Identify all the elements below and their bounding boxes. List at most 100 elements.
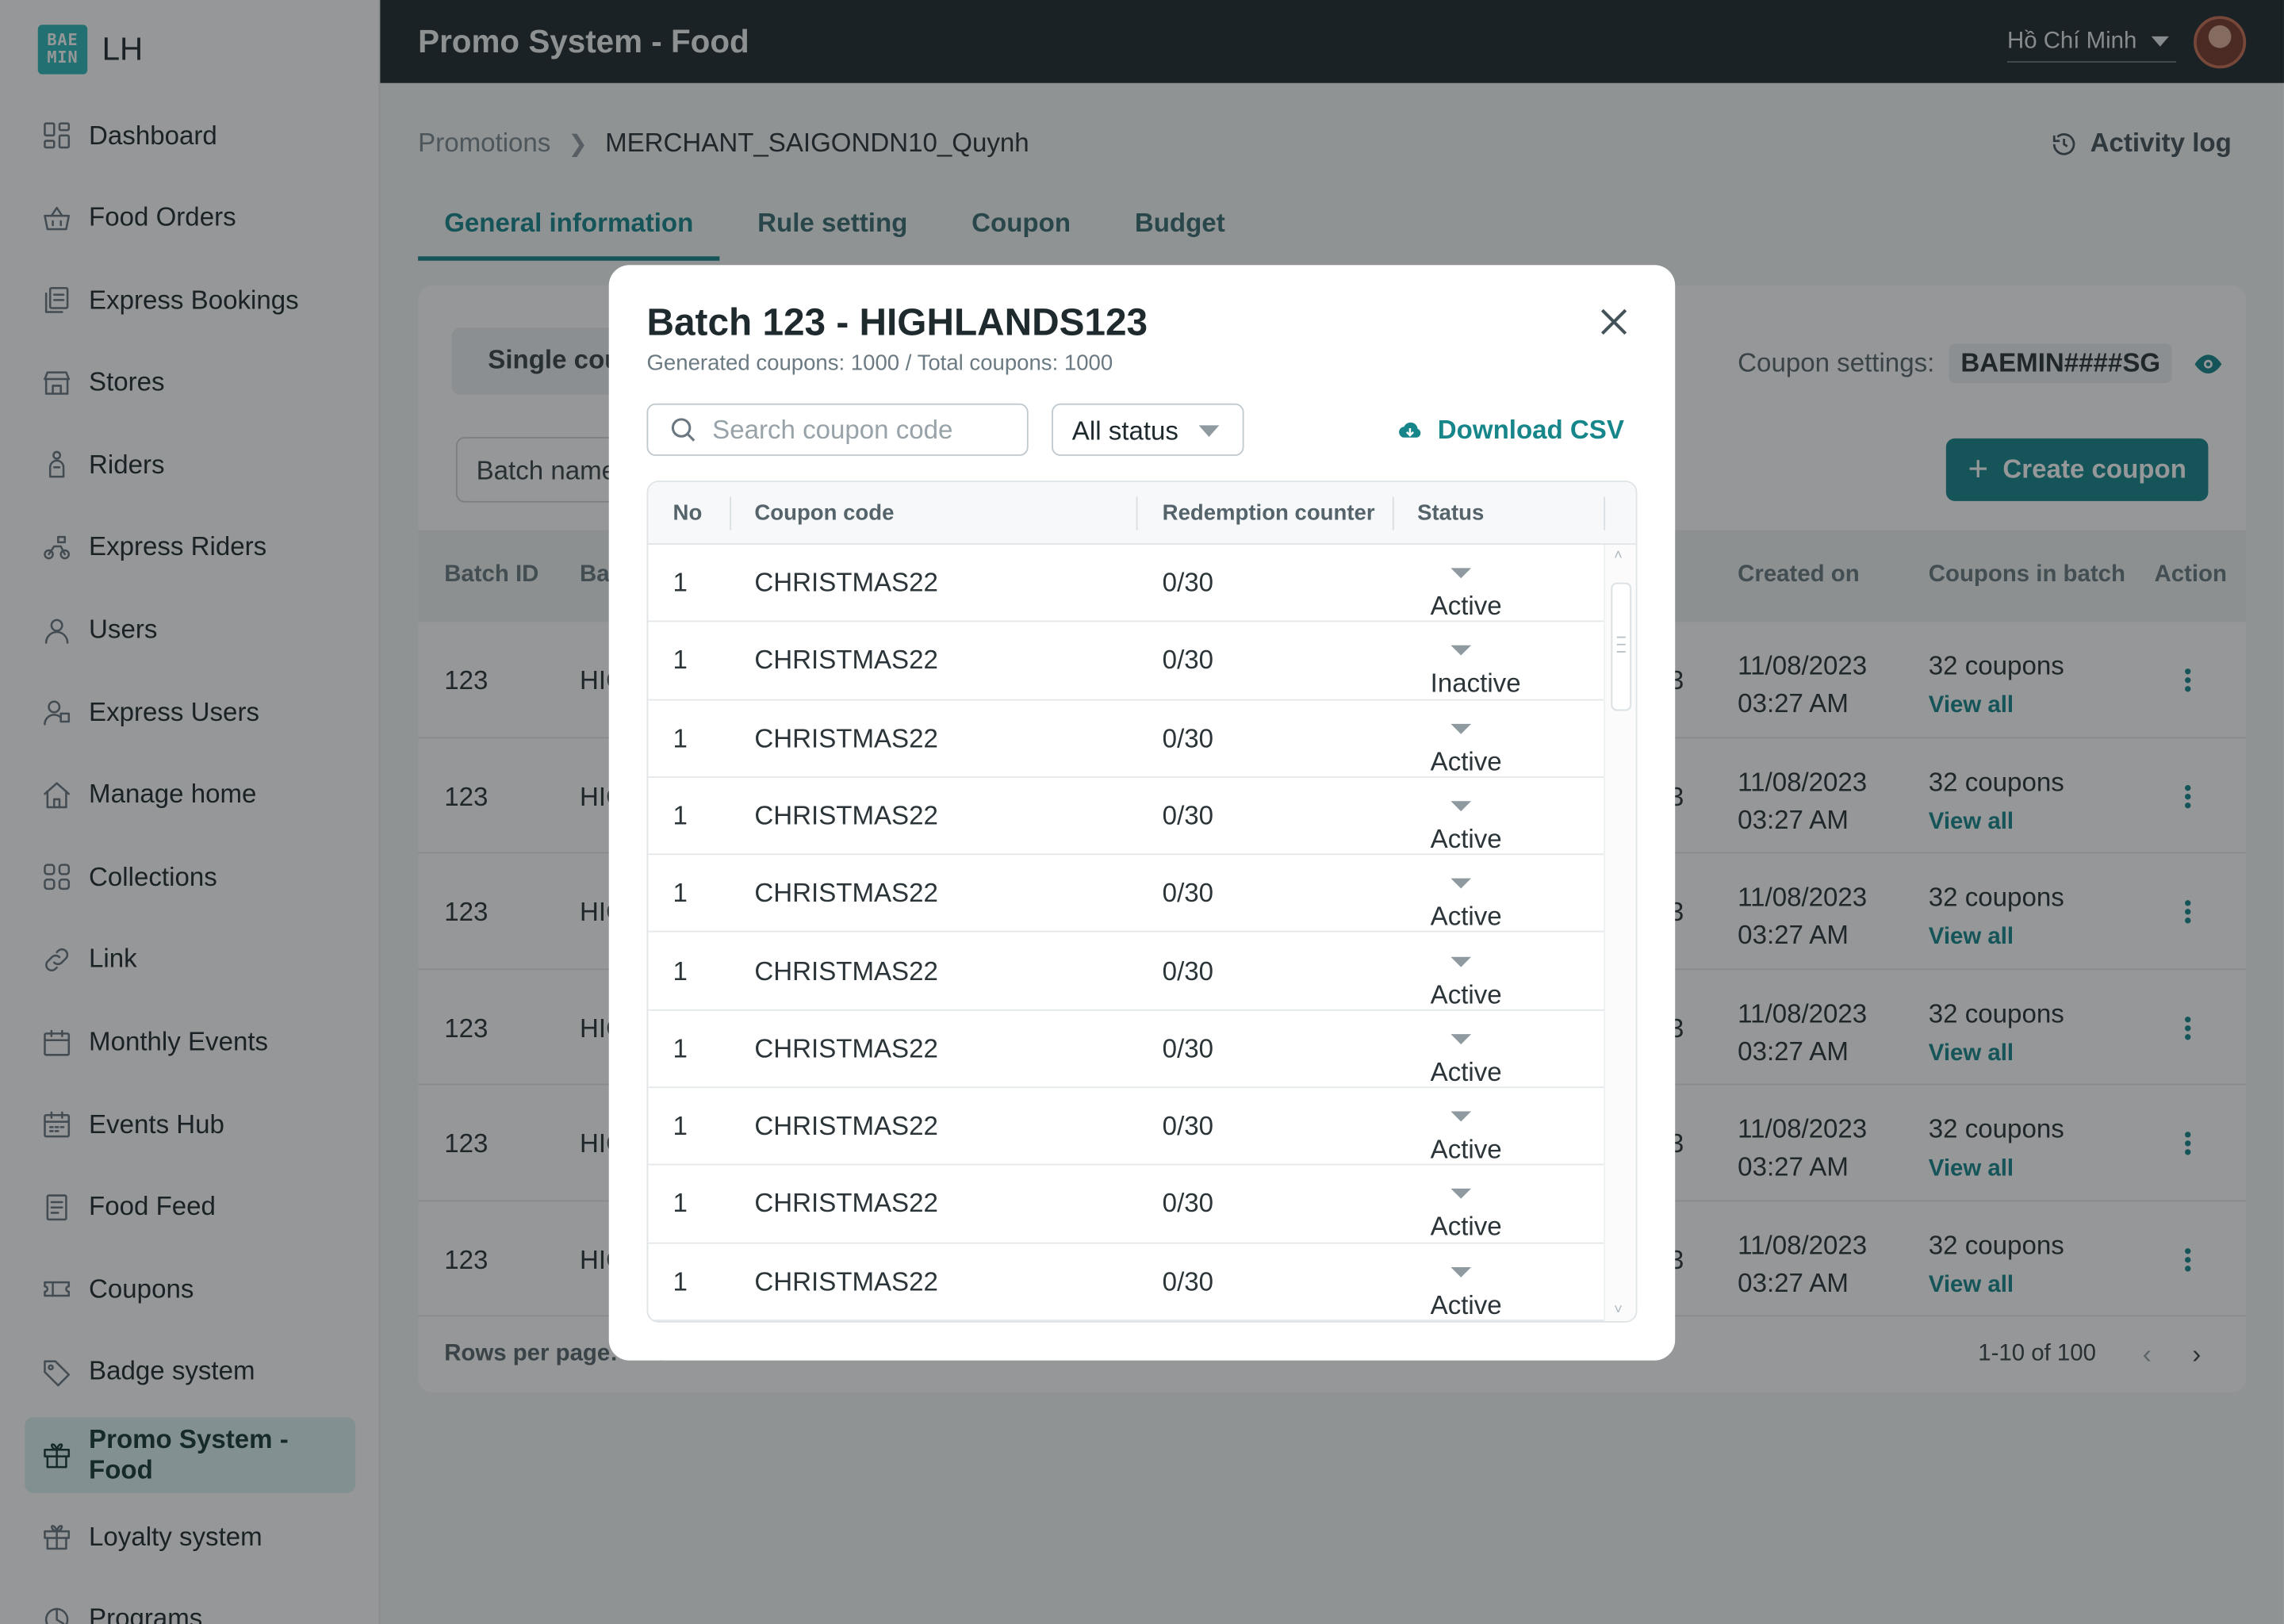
tab-general-information[interactable]: General information <box>418 190 720 261</box>
created-on: 11/08/2023 03:27 AM <box>1738 763 1867 839</box>
topbar-title: Promo System - Food <box>418 23 749 60</box>
scroll-down-icon[interactable]: ˅ <box>1614 1302 1623 1319</box>
view-all-link[interactable]: View all <box>1928 1156 2014 1182</box>
redemption-counter: 0/30 <box>1162 645 1214 675</box>
sidebar-item-express-users[interactable]: Express Users <box>25 675 355 751</box>
created-on: 11/08/2023 03:27 AM <box>1738 994 1867 1071</box>
chevron-right-icon: ❯ <box>568 132 588 157</box>
brand[interactable]: BAE MIN LH <box>37 25 143 75</box>
batch-name-filter[interactable]: Batch name <box>455 437 631 503</box>
modal-title: Batch 123 - HIGHLANDS123 <box>646 300 1148 344</box>
scroll-up-icon[interactable]: ˄ <box>1614 547 1623 564</box>
eye-icon[interactable] <box>2193 352 2225 375</box>
sidebar-item-collections[interactable]: Collections <box>25 840 355 916</box>
rows-per-page-label: Rows per page: <box>444 1341 619 1366</box>
coupon-code: CHRISTMAS22 <box>754 956 938 986</box>
sidebar-item-events-hub[interactable]: Events Hub <box>25 1086 355 1162</box>
search-coupon-input[interactable] <box>712 414 1004 446</box>
sidebar-item-badge-system[interactable]: Badge system <box>25 1334 355 1410</box>
created-on: 11/08/2023 03:27 AM <box>1738 1110 1867 1186</box>
avatar[interactable] <box>2194 16 2247 69</box>
status-dropdown[interactable]: Active <box>1431 1189 1502 1242</box>
collections-icon <box>40 861 72 893</box>
status-dropdown[interactable]: Active <box>1431 1111 1502 1164</box>
coupon-row: 1 CHRISTMAS22 0/30 Active <box>648 1243 1604 1321</box>
tab-budget[interactable]: Budget <box>1134 208 1225 238</box>
pagination-range: 1-10 of 100 <box>1978 1341 2096 1366</box>
status-dropdown[interactable]: Inactive <box>1431 645 1521 698</box>
view-all-link[interactable]: View all <box>1928 693 2014 718</box>
sidebar-item-users[interactable]: Users <box>25 592 355 668</box>
close-icon[interactable] <box>1596 304 1631 339</box>
view-all-link[interactable]: View all <box>1928 1040 2014 1066</box>
status-dropdown[interactable]: Active <box>1431 801 1502 853</box>
bookings-icon <box>40 285 72 316</box>
status-dropdown[interactable]: Active <box>1431 723 1502 776</box>
single-coupon-tab[interactable]: Single coupon <box>451 327 627 395</box>
sidebar-item-promo-system-food[interactable]: Promo System - Food <box>25 1416 356 1492</box>
status-dropdown[interactable]: Active <box>1431 878 1502 931</box>
sidebar-item-label: Badge system <box>89 1356 255 1386</box>
view-all-link[interactable]: View all <box>1928 1272 2014 1297</box>
status-dropdown[interactable]: Active <box>1431 568 1502 620</box>
coupon-code: CHRISTMAS22 <box>754 1189 938 1219</box>
tab-rule-setting[interactable]: Rule setting <box>757 208 908 238</box>
scrollbar-thumb[interactable] <box>1611 582 1632 711</box>
coupon-row: 1 CHRISTMAS22 0/30 Active <box>648 1010 1604 1089</box>
redemption-counter: 0/30 <box>1162 1033 1214 1063</box>
more-vertical-icon[interactable] <box>2178 779 2198 814</box>
create-coupon-label: Create coupon <box>2002 454 2186 484</box>
status-dropdown[interactable]: Active <box>1431 956 1502 1009</box>
row-no: 1 <box>673 801 688 830</box>
created-date: 11/08/2023 <box>1738 883 1868 912</box>
search-coupon-field[interactable] <box>646 403 1029 456</box>
scrollbar[interactable]: ˄ ˅ <box>1604 544 1636 1321</box>
view-all-link[interactable]: View all <box>1928 809 2014 834</box>
city-selector[interactable]: Hồ Chí Minh <box>2006 22 2177 63</box>
coupons-in-batch: 32 coupons View all <box>1929 879 2064 957</box>
redemption-counter: 0/30 <box>1162 1189 1214 1219</box>
status-value: Active <box>1430 1289 1502 1320</box>
sidebar-item-stores[interactable]: Stores <box>25 345 355 421</box>
coupons-in-batch: 32 coupons View all <box>1929 647 2064 726</box>
batch-coupons-modal: Batch 123 - HIGHLANDS123 Generated coupo… <box>608 265 1676 1361</box>
breadcrumb-current: MERCHANT_SAIGONDN10_Quynh <box>605 128 1029 158</box>
sidebar-item-label: Coupons <box>89 1274 194 1304</box>
more-vertical-icon[interactable] <box>2178 1126 2198 1161</box>
next-page-icon[interactable]: › <box>2192 1339 2202 1369</box>
status-filter-select[interactable]: All status <box>1052 403 1244 456</box>
download-csv-button[interactable]: Download CSV <box>1397 415 1624 446</box>
row-no: 1 <box>673 1033 688 1063</box>
more-vertical-icon[interactable] <box>2178 1242 2198 1277</box>
sidebar-item-monthly-events[interactable]: Monthly Events <box>25 1005 355 1081</box>
activity-log-button[interactable]: Activity log <box>2051 128 2232 159</box>
more-vertical-icon[interactable] <box>2178 1010 2198 1045</box>
prev-page-icon[interactable]: ‹ <box>2142 1339 2152 1369</box>
tab-coupon[interactable]: Coupon <box>971 208 1071 238</box>
sidebar-item-food-feed[interactable]: Food Feed <box>25 1169 355 1245</box>
sidebar-item-loyalty-system[interactable]: Loyalty system <box>25 1499 355 1575</box>
more-vertical-icon[interactable] <box>2178 894 2198 929</box>
store-icon <box>40 366 72 398</box>
view-all-link[interactable]: View all <box>1928 925 2014 950</box>
sidebar-nav: Dashboard Food Orders Express Bookings Stor… <box>25 98 356 1624</box>
more-vertical-icon[interactable] <box>2178 663 2198 698</box>
sidebar-item-food-orders[interactable]: Food Orders <box>25 180 355 256</box>
sidebar-item-express-bookings[interactable]: Express Bookings <box>25 262 355 339</box>
sidebar-item-label: Riders <box>89 450 165 480</box>
sidebar-item-manage-home[interactable]: Manage home <box>25 757 355 833</box>
status-value: Active <box>1430 902 1502 932</box>
created-on: 11/08/2023 03:27 AM <box>1738 879 1867 955</box>
status-dropdown[interactable]: Active <box>1431 1266 1502 1320</box>
col-coupon-code: Coupon code <box>754 500 895 527</box>
sidebar-item-riders[interactable]: Riders <box>25 427 355 504</box>
sidebar-item-express-riders[interactable]: Express Riders <box>25 510 355 586</box>
status-dropdown[interactable]: Active <box>1431 1033 1502 1086</box>
sidebar-item-programs[interactable]: Programs <box>25 1581 355 1624</box>
sidebar-item-coupons[interactable]: Coupons <box>25 1251 355 1327</box>
city-label: Hồ Chí Minh <box>2006 28 2137 54</box>
create-coupon-button[interactable]: + Create coupon <box>1945 438 2209 501</box>
sidebar-item-dashboard[interactable]: Dashboard <box>25 98 355 174</box>
breadcrumb-parent[interactable]: Promotions <box>418 128 551 158</box>
sidebar-item-link[interactable]: Link <box>25 922 355 998</box>
